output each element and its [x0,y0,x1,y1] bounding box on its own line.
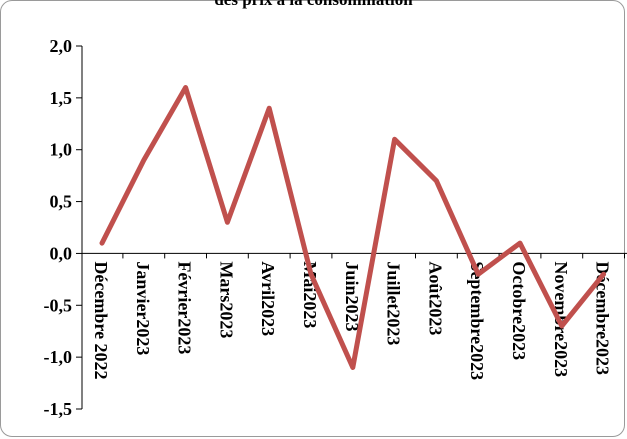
y-tick-label: 1,5 [50,88,73,108]
y-tick-label: -1,0 [44,347,73,367]
series-layer [99,85,607,370]
x-tick-label: Décembre 2022 [91,261,111,379]
x-tick-label: Décembre2023 [593,261,613,375]
x-tick-label: Juillet2023 [384,261,404,345]
x-tick-label: Avril2023 [258,261,278,336]
y-tick-label: 0,0 [50,243,73,263]
chart-title: des prix à la consommation [0,0,627,10]
x-axis-labels: Décembre 2022 Janvier2023 Février2023 Mars2… [91,253,625,380]
x-tick-label: Septembre2023 [467,261,487,380]
y-tick-label: -1,5 [44,399,73,419]
x-tick-label: Mars2023 [216,261,236,338]
x-tick-label: Octobre2023 [509,261,529,360]
x-tick-label: Juin2023 [342,261,362,331]
y-tick-label: 1,0 [50,140,73,160]
x-tick-label: Août2023 [425,261,445,335]
y-tick-label: -0,5 [44,295,73,315]
y-axis: 2,0 1,5 1,0 0,5 0,0 -0,5 -1,0 -1,5 [44,36,627,419]
y-tick-label: 0,5 [50,192,73,212]
x-tick-label: Janvier2023 [133,261,153,355]
y-tick-label: 2,0 [50,36,73,56]
x-tick-label: Février2023 [175,261,195,354]
